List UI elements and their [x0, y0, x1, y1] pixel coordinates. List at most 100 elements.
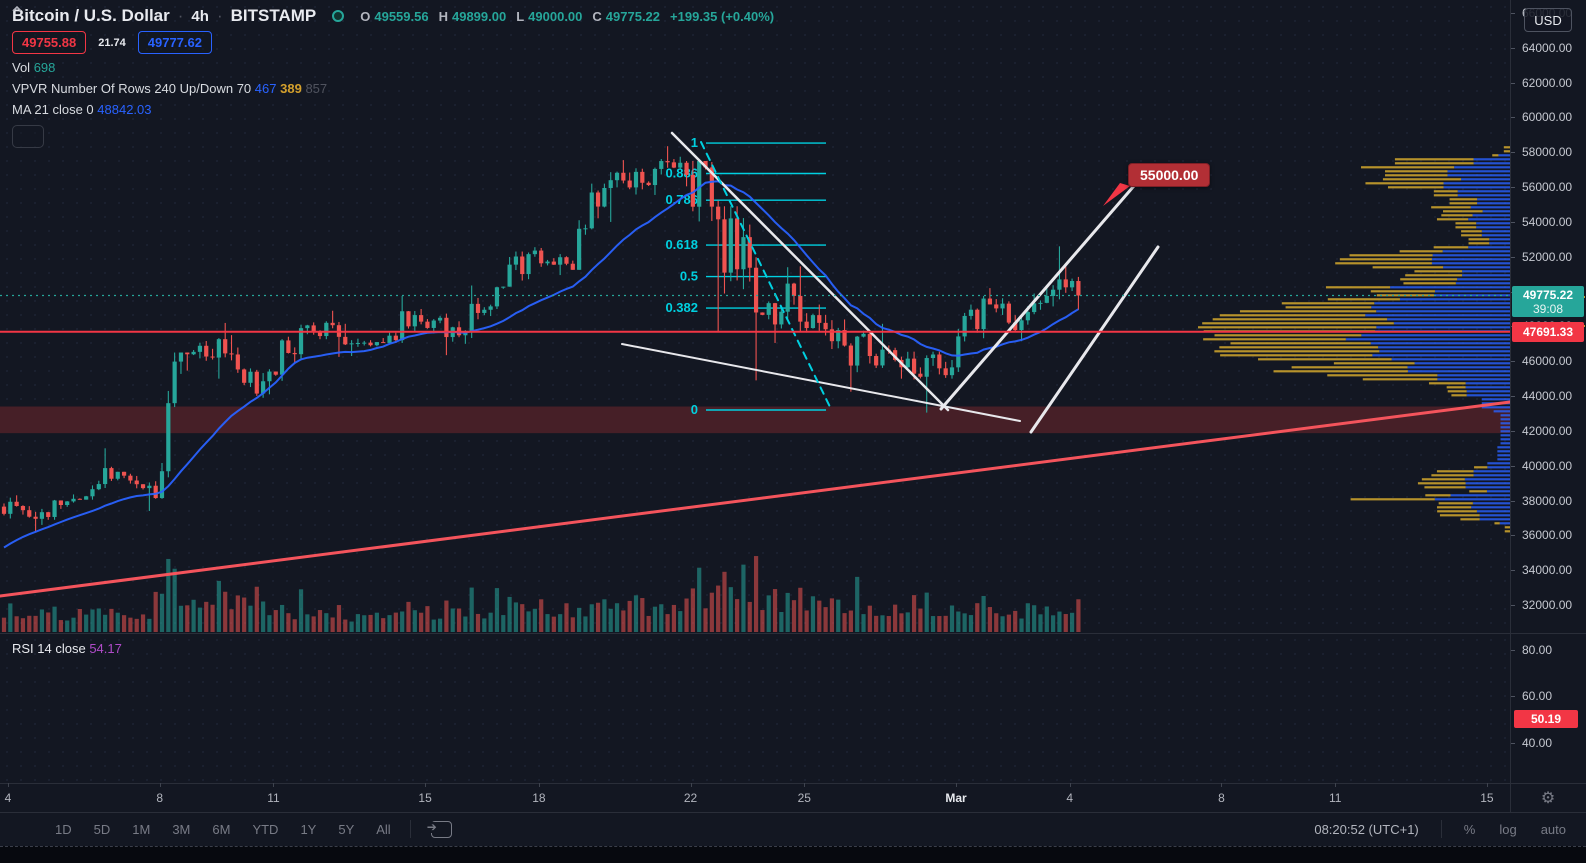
time-tick: 25	[797, 791, 811, 805]
fib-level-label: 1	[691, 135, 698, 150]
open-label: O	[360, 8, 371, 24]
channel-resistance[interactable]	[1029, 245, 1160, 434]
range-button-5y[interactable]: 5Y	[338, 821, 355, 837]
time-tick-mark	[8, 783, 9, 787]
chevron-up-icon	[12, 5, 22, 12]
time-tick-mark	[425, 783, 427, 787]
time-tick: 22	[683, 791, 698, 805]
ma21-line[interactable]	[3, 180, 1079, 549]
time-tick: 8	[156, 791, 164, 805]
range-button-all[interactable]: All	[376, 821, 391, 837]
fib-level-label: 0.618	[665, 237, 698, 252]
time-tick: 8	[1218, 791, 1225, 805]
low-value: 49000.00	[528, 8, 583, 24]
low-label: L	[516, 8, 525, 24]
time-tick-mark	[1486, 783, 1488, 787]
time-tick-mark	[1335, 783, 1337, 787]
go-to-date-icon[interactable]: ➔	[426, 820, 452, 838]
rsi-midline-label: 50.19	[1514, 710, 1578, 729]
open-value: 49559.56	[374, 8, 429, 24]
time-axis-separator	[0, 783, 1586, 784]
volume-profile	[1198, 146, 1510, 533]
range-button-ytd[interactable]: YTD	[252, 821, 279, 837]
range-button-5d[interactable]: 5D	[93, 821, 111, 837]
auto-scale-button[interactable]: auto	[1540, 821, 1566, 837]
bottom-panel-edge[interactable]	[0, 846, 1586, 863]
high-label: H	[438, 8, 448, 24]
time-tick-mark	[538, 783, 540, 787]
range-button-1m[interactable]: 1M	[132, 821, 151, 837]
channel-support[interactable]	[939, 170, 1148, 411]
ohlc-values: O 49559.56 H 49899.00 L 49000.00 C 49775.22 …	[360, 9, 780, 24]
time-tick: 15	[1480, 791, 1494, 805]
rsi-pane[interactable]	[0, 633, 1510, 783]
rsi-label: RSI 14 close	[12, 641, 86, 656]
wedge-upper[interactable]	[670, 131, 950, 412]
currency-toggle-button[interactable]: USD	[1524, 8, 1572, 32]
axis-settings-gear-icon[interactable]: ⚙	[1540, 789, 1556, 807]
spread-value: 21.74	[98, 36, 126, 49]
ma-label: MA 21 close 0	[12, 102, 94, 117]
wedge-lower[interactable]	[621, 343, 1021, 422]
time-tick-mark	[956, 783, 957, 787]
time-axis[interactable]: 4 8 11 15 18 22 25 Mar 4 8 11 15	[0, 783, 1586, 812]
time-tick: Mar	[945, 791, 967, 805]
time-tick: 4	[4, 791, 12, 805]
candlestick-series	[1, 146, 1081, 532]
timeframe-label[interactable]: 4h	[191, 7, 209, 25]
percent-scale-button[interactable]: %	[1463, 821, 1476, 837]
time-tick-mark	[690, 783, 692, 787]
range-button-1y[interactable]: 1Y	[300, 821, 317, 837]
symbol-title[interactable]: Bitcoin / U.S. Dollar	[12, 6, 170, 25]
exchange-label[interactable]: BITSTAMP	[230, 6, 317, 25]
long-term-support[interactable]	[0, 400, 1512, 598]
separator-dot: ·	[177, 6, 184, 25]
pane-separator[interactable]	[0, 633, 1586, 634]
rsi-legend[interactable]: RSI 14 close 54.17	[12, 641, 122, 656]
toolbar-separator	[0, 812, 1586, 813]
high-value: 49899.00	[451, 8, 507, 24]
volume-value: 698	[33, 60, 56, 75]
time-tick: 15	[418, 791, 432, 805]
close-value: 49775.22	[605, 8, 661, 24]
collapse-legend-button[interactable]	[12, 5, 44, 148]
ma-indicator-row[interactable]: MA 21 close 0 48842.03	[12, 102, 780, 117]
fib-level-label: 0.382	[665, 300, 698, 315]
support-zone[interactable]	[0, 406, 1510, 434]
range-button-1d[interactable]: 1D	[55, 821, 72, 837]
range-button-6m[interactable]: 6M	[212, 821, 231, 837]
range-button-3m[interactable]: 3M	[172, 821, 191, 837]
toolbar-divider	[1440, 820, 1442, 838]
time-tick-mark	[1221, 783, 1223, 787]
axis-separator	[1510, 0, 1511, 812]
time-tick: 18	[532, 791, 546, 805]
price-target-label[interactable]: 55000.00	[1128, 163, 1211, 187]
alert-price-label[interactable]: 47691.33	[1512, 321, 1584, 342]
fib-level-label: 0	[691, 402, 698, 417]
time-tick: 11	[1328, 791, 1342, 805]
time-tick-mark	[804, 783, 806, 787]
vpvr-indicator-row[interactable]: VPVR Number Of Rows 240 Up/Down 70 467 3…	[12, 81, 780, 96]
market-status-icon[interactable]	[332, 10, 345, 22]
main-chart-pane[interactable]: 1 0.886 0.786 0.618 0.5 0.382 0	[0, 0, 1512, 633]
ask-price-button[interactable]: 49777.62	[137, 31, 212, 54]
separator-dot: ·	[216, 6, 223, 25]
volume-series	[1, 556, 1081, 632]
clock-button[interactable]: 08:20:52 (UTC+1)	[1314, 821, 1419, 837]
volume-indicator-row[interactable]: Vol 698	[12, 60, 780, 75]
fib-guide-dashed[interactable]	[700, 141, 832, 410]
price-axis[interactable]: USD 66000.0064000.0062000.0060000.005800…	[1510, 0, 1586, 783]
bid-price-button[interactable]: 49755.88	[12, 31, 87, 54]
last-price-label: 49775.22 39:08	[1512, 285, 1584, 317]
bar-countdown: 39:08	[1532, 301, 1564, 316]
time-tick-mark	[1069, 783, 1071, 787]
log-scale-button[interactable]: log	[1499, 821, 1517, 837]
rsi-value: 54.17	[89, 641, 122, 656]
target-arrow-icon	[1103, 183, 1130, 206]
close-label: C	[592, 8, 602, 24]
vpvr-total-value: 857	[305, 81, 328, 96]
